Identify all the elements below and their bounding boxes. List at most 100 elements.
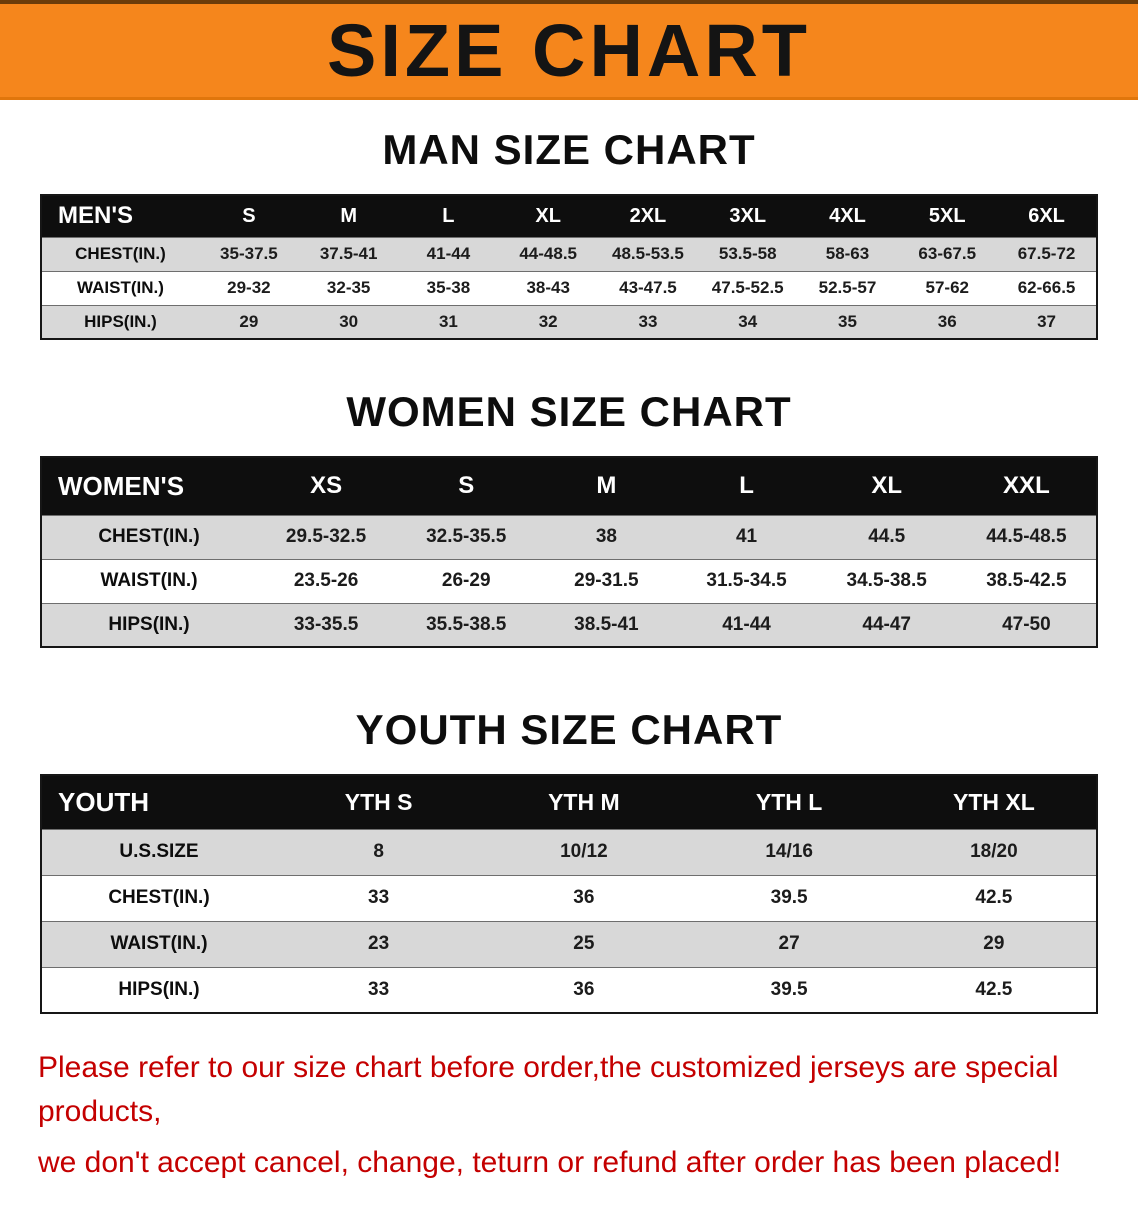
value-cell: 35 — [797, 304, 898, 339]
value-cell: 41-44 — [676, 602, 817, 647]
row-label-cell: CHEST(IN.) — [41, 236, 199, 271]
value-cell: 41 — [676, 514, 817, 559]
row-label-cell: WAIST(IN.) — [41, 920, 276, 967]
value-cell: 53.5-58 — [697, 236, 798, 271]
disclaimer-line-2: we don't accept cancel, change, teturn o… — [38, 1146, 1062, 1179]
value-cell: 31.5-34.5 — [676, 558, 817, 603]
row-label-cell: CHEST(IN.) — [41, 874, 276, 921]
value-cell: 29 — [199, 304, 299, 339]
youth-section-heading: YOUTH SIZE CHART — [355, 706, 783, 753]
row-label-cell: HIPS(IN.) — [41, 304, 199, 339]
page-title: SIZE CHART — [327, 8, 811, 92]
value-cell: 25 — [481, 920, 687, 967]
women-size-section: WOMEN SIZE CHART WOMEN'S XS S M L XL XXL CHEST(… — [0, 388, 1138, 648]
size-header-cell: 6XL — [997, 195, 1097, 237]
value-cell: 39.5 — [686, 966, 892, 1013]
value-cell: 34.5-38.5 — [816, 558, 957, 603]
value-cell: 44.5 — [816, 514, 957, 559]
value-cell: 33 — [276, 874, 482, 921]
size-header-cell: XL — [498, 195, 599, 237]
size-header-cell: M — [298, 195, 399, 237]
header-row: YOUTH YTH S YTH M YTH L YTH XL — [41, 775, 1097, 829]
value-cell: 62-66.5 — [997, 270, 1097, 305]
youth-size-table: YOUTH YTH S YTH M YTH L YTH XL U.S.SIZE 8 10/12… — [40, 774, 1098, 1014]
value-cell: 58-63 — [797, 236, 898, 271]
value-cell: 36 — [481, 874, 687, 921]
men-size-table: MEN'S S M L XL 2XL 3XL 4XL 5XL 6XL CHEST(IN.) 35-37… — [40, 194, 1098, 340]
value-cell: 23 — [276, 920, 482, 967]
row-label-cell: CHEST(IN.) — [41, 514, 256, 559]
banner: SIZE CHART — [0, 0, 1138, 100]
table-row: WAIST(IN.) 23 25 27 29 — [41, 920, 1097, 967]
value-cell: 32 — [498, 304, 599, 339]
disclaimer-line-1: Please refer to our size chart before or… — [38, 1051, 1059, 1128]
size-header-cell: XXL — [956, 457, 1097, 515]
table-row: U.S.SIZE 8 10/12 14/16 18/20 — [41, 828, 1097, 875]
size-header-cell: S — [396, 457, 537, 515]
value-cell: 10/12 — [481, 828, 687, 875]
row-label-cell: HIPS(IN.) — [41, 966, 276, 1013]
row-label-cell: WAIST(IN.) — [41, 270, 199, 305]
size-header-cell: 2XL — [598, 195, 698, 237]
value-cell: 48.5-53.5 — [598, 236, 698, 271]
youth-size-section: YOUTH SIZE CHART YOUTH YTH S YTH M YTH L YTH… — [0, 706, 1138, 1014]
value-cell: 23.5-26 — [256, 558, 397, 603]
men-size-section: MAN SIZE CHART MEN'S S M L XL 2XL 3XL 4XL 5XL 6XL… — [0, 126, 1138, 340]
value-cell: 47-50 — [956, 602, 1097, 647]
header-row: WOMEN'S XS S M L XL XXL — [41, 457, 1097, 515]
value-cell: 35-37.5 — [199, 236, 299, 271]
value-cell: 36 — [481, 966, 687, 1013]
value-cell: 67.5-72 — [997, 236, 1097, 271]
value-cell: 44-47 — [816, 602, 957, 647]
value-cell: 37.5-41 — [298, 236, 399, 271]
size-header-cell: L — [676, 457, 817, 515]
value-cell: 47.5-52.5 — [697, 270, 798, 305]
value-cell: 39.5 — [686, 874, 892, 921]
table-title-cell: YOUTH — [41, 775, 276, 829]
size-header-cell: XL — [816, 457, 957, 515]
size-header-cell: 4XL — [797, 195, 898, 237]
value-cell: 63-67.5 — [897, 236, 998, 271]
size-header-cell: YTH XL — [891, 775, 1097, 829]
table-row: WAIST(IN.) 23.5-26 26-29 29-31.5 31.5-34.5 34… — [41, 558, 1097, 603]
table-row: WAIST(IN.) 29-32 32-35 35-38 38-43 43-47.5 47.… — [41, 270, 1097, 305]
value-cell: 38.5-42.5 — [956, 558, 1097, 603]
value-cell: 8 — [276, 828, 482, 875]
size-header-cell: YTH S — [276, 775, 482, 829]
row-label-cell: HIPS(IN.) — [41, 602, 256, 647]
value-cell: 35.5-38.5 — [396, 602, 537, 647]
value-cell: 38.5-41 — [536, 602, 677, 647]
size-header-cell: YTH L — [686, 775, 892, 829]
value-cell: 33 — [598, 304, 698, 339]
women-section-heading: WOMEN SIZE CHART — [346, 388, 792, 435]
value-cell: 29 — [891, 920, 1097, 967]
size-header-cell: YTH M — [481, 775, 687, 829]
women-size-table: WOMEN'S XS S M L XL XXL CHEST(IN.) 29.5-32.5 32.5… — [40, 456, 1098, 648]
value-cell: 34 — [697, 304, 798, 339]
size-header-cell: 5XL — [897, 195, 998, 237]
value-cell: 43-47.5 — [598, 270, 698, 305]
header-row: MEN'S S M L XL 2XL 3XL 4XL 5XL 6XL — [41, 195, 1097, 237]
value-cell: 44-48.5 — [498, 236, 599, 271]
size-header-cell: XS — [256, 457, 397, 515]
value-cell: 33-35.5 — [256, 602, 397, 647]
value-cell: 42.5 — [891, 874, 1097, 921]
size-header-cell: M — [536, 457, 677, 515]
table-row: HIPS(IN.) 29 30 31 32 33 34 35 36 37 — [41, 304, 1097, 339]
table-row: HIPS(IN.) 33 36 39.5 42.5 — [41, 966, 1097, 1013]
value-cell: 35-38 — [398, 270, 499, 305]
value-cell: 38 — [536, 514, 677, 559]
value-cell: 29-32 — [199, 270, 299, 305]
value-cell: 57-62 — [897, 270, 998, 305]
value-cell: 32.5-35.5 — [396, 514, 537, 559]
value-cell: 41-44 — [398, 236, 499, 271]
row-label-cell: U.S.SIZE — [41, 828, 276, 875]
table-row: CHEST(IN.) 35-37.5 37.5-41 41-44 44-48.5 48.5… — [41, 236, 1097, 271]
table-row: CHEST(IN.) 33 36 39.5 42.5 — [41, 874, 1097, 921]
value-cell: 38-43 — [498, 270, 599, 305]
value-cell: 31 — [398, 304, 499, 339]
value-cell: 44.5-48.5 — [956, 514, 1097, 559]
value-cell: 36 — [897, 304, 998, 339]
disclaimer: Please refer to our size chart before or… — [38, 1046, 1100, 1185]
